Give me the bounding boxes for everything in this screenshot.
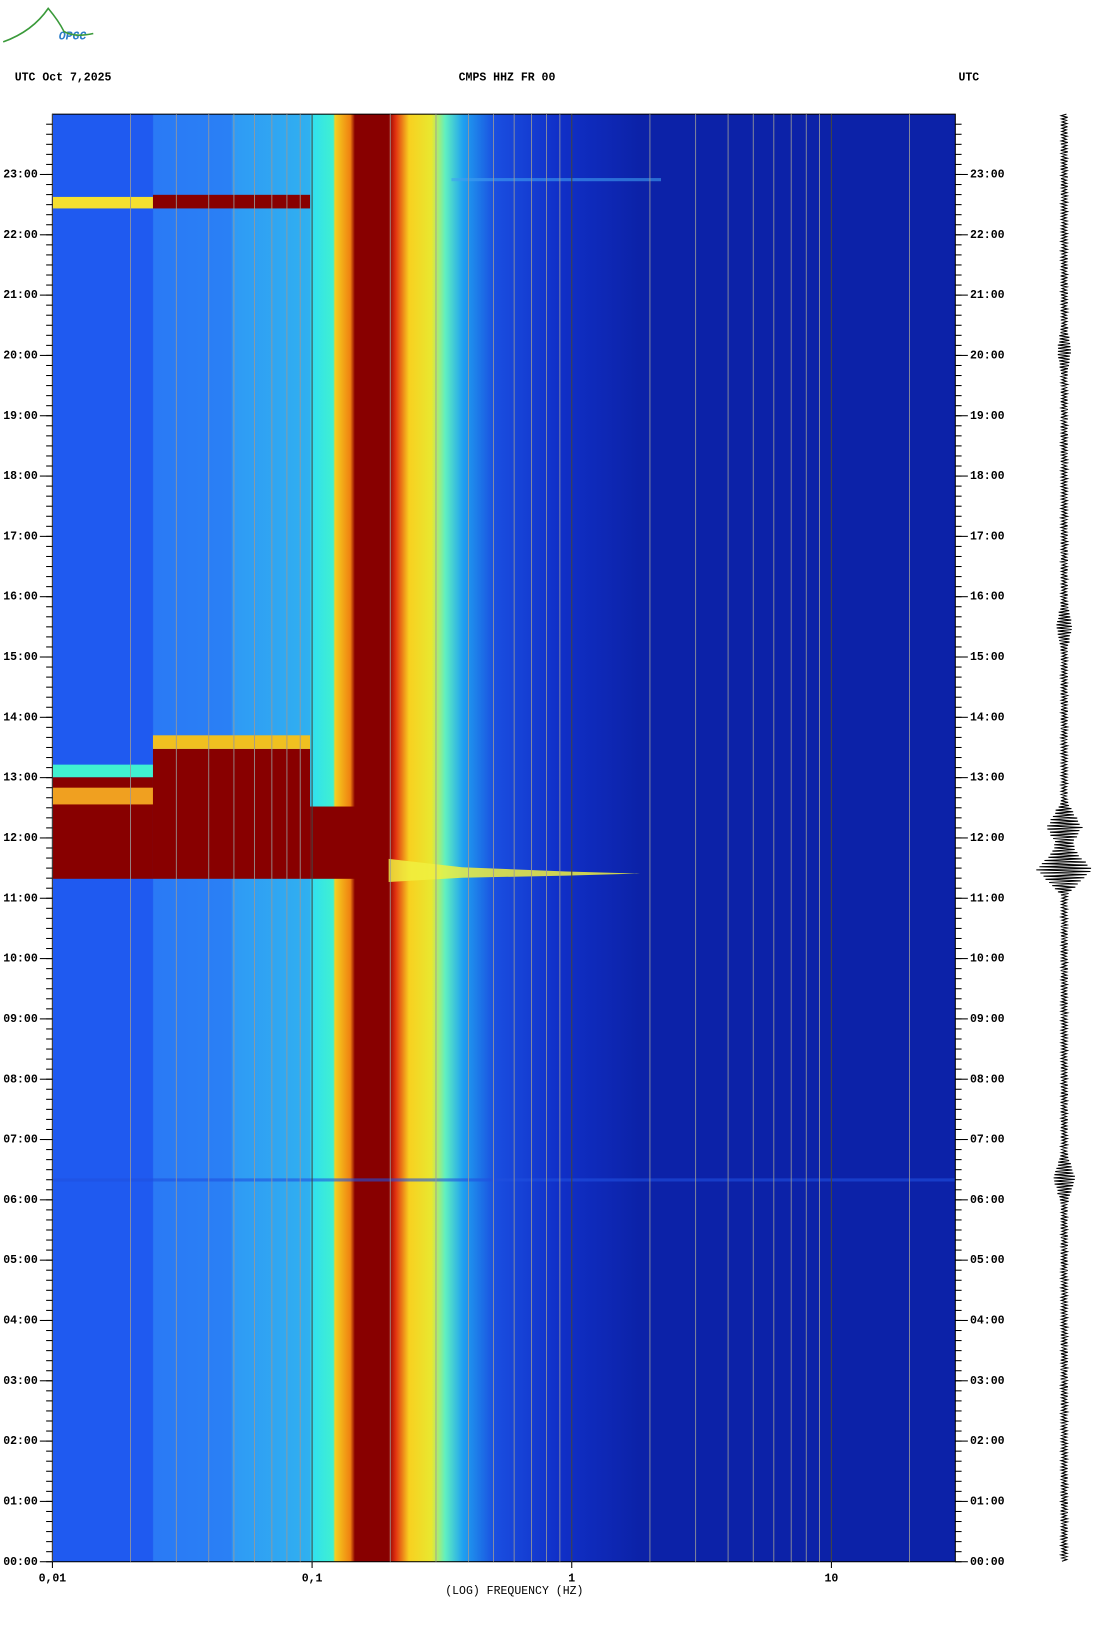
y-tick-label: 03:00 bbox=[970, 1375, 1005, 1388]
y-tick-label: 14:00 bbox=[3, 711, 38, 724]
y-tick-label: 07:00 bbox=[3, 1134, 38, 1147]
y-tick-label: 23:00 bbox=[3, 169, 38, 182]
x-tick-label: 10 bbox=[825, 1573, 839, 1586]
event-band bbox=[152, 735, 311, 749]
event-band bbox=[152, 748, 311, 879]
y-tick-label: 05:00 bbox=[970, 1254, 1005, 1267]
y-tick-label: 06:00 bbox=[3, 1194, 38, 1207]
header-right: UTC bbox=[958, 72, 979, 85]
y-tick-label: 19:00 bbox=[970, 410, 1005, 423]
y-tick-label: 12:00 bbox=[970, 832, 1005, 845]
y-tick-label: 15:00 bbox=[3, 651, 38, 664]
y-tick-label: 22:00 bbox=[3, 229, 38, 242]
y-tick-label: 13:00 bbox=[3, 772, 38, 785]
header-left: UTC Oct 7,2025 bbox=[15, 72, 112, 85]
streak bbox=[52, 1178, 956, 1182]
y-tick-label: 20:00 bbox=[3, 349, 38, 362]
y-tick-label: 12:00 bbox=[3, 832, 38, 845]
chart-title: CMPS HHZ FR 00 bbox=[459, 72, 556, 85]
y-tick-label: 03:00 bbox=[3, 1375, 38, 1388]
y-tick-label: 09:00 bbox=[970, 1013, 1005, 1026]
y-tick-label: 01:00 bbox=[3, 1495, 38, 1508]
y-tick-label: 08:00 bbox=[3, 1073, 38, 1086]
y-tick-label: 17:00 bbox=[970, 530, 1005, 543]
x-tick-label: 1 bbox=[568, 1573, 575, 1586]
y-tick-label: 21:00 bbox=[970, 289, 1005, 302]
y-tick-label: 22:00 bbox=[970, 229, 1005, 242]
y-tick-label: 06:00 bbox=[970, 1194, 1005, 1207]
y-tick-label: 08:00 bbox=[970, 1073, 1005, 1086]
y-tick-label: 00:00 bbox=[970, 1556, 1005, 1569]
x-axis-label: (LOG) FREQUENCY (HZ) bbox=[445, 1585, 583, 1598]
event-band bbox=[52, 764, 153, 778]
y-tick-label: 09:00 bbox=[3, 1013, 38, 1026]
y-tick-label: 14:00 bbox=[970, 711, 1005, 724]
y-tick-label: 15:00 bbox=[970, 651, 1005, 664]
y-tick-label: 05:00 bbox=[3, 1254, 38, 1267]
y-tick-label: 02:00 bbox=[970, 1435, 1005, 1448]
x-tick-label: 0,01 bbox=[39, 1573, 67, 1586]
y-tick-label: 02:00 bbox=[3, 1435, 38, 1448]
y-tick-label: 01:00 bbox=[970, 1495, 1005, 1508]
y-tick-label: 13:00 bbox=[970, 772, 1005, 785]
streak bbox=[451, 178, 661, 182]
y-tick-label: 19:00 bbox=[3, 410, 38, 423]
y-tick-label: 17:00 bbox=[3, 530, 38, 543]
y-tick-label: 16:00 bbox=[970, 591, 1005, 604]
logo: OPGC bbox=[59, 31, 87, 44]
event-band bbox=[310, 806, 358, 879]
event-band bbox=[52, 787, 153, 805]
y-tick-label: 04:00 bbox=[970, 1315, 1005, 1328]
x-tick-label: 0,1 bbox=[302, 1573, 323, 1586]
logo-mark bbox=[2, 7, 94, 43]
y-tick-label: 18:00 bbox=[3, 470, 38, 483]
y-tick-label: 00:00 bbox=[3, 1556, 38, 1569]
seismogram-trace bbox=[1036, 113, 1092, 1562]
y-tick-label: 21:00 bbox=[3, 289, 38, 302]
y-tick-label: 20:00 bbox=[970, 349, 1005, 362]
y-tick-label: 07:00 bbox=[970, 1134, 1005, 1147]
event-band bbox=[152, 194, 311, 209]
y-tick-label: 11:00 bbox=[3, 892, 38, 905]
event-band bbox=[52, 196, 153, 209]
y-tick-label: 16:00 bbox=[3, 591, 38, 604]
plot-area bbox=[52, 114, 956, 1562]
y-tick-label: 10:00 bbox=[970, 953, 1005, 966]
y-tick-label: 04:00 bbox=[3, 1315, 38, 1328]
y-tick-label: 11:00 bbox=[970, 892, 1005, 905]
y-tick-label: 18:00 bbox=[970, 470, 1005, 483]
y-tick-label: 10:00 bbox=[3, 953, 38, 966]
y-tick-label: 23:00 bbox=[970, 169, 1005, 182]
